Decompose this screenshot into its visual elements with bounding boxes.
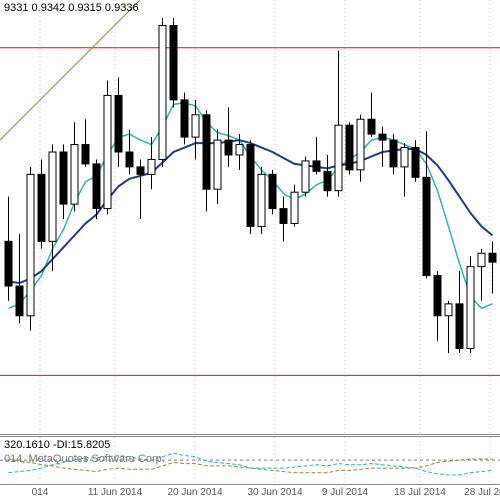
x-tick-label: 30 Jun 2014: [247, 487, 302, 498]
x-tick-label: 9 Jul 2014: [322, 487, 368, 498]
price-header: 9331 0.9342 0.9315 0.9336: [4, 2, 139, 14]
x-tick-label: 014: [32, 487, 49, 498]
indicator-panel[interactable]: 320.1610 -DI:15.8205 014, MetaQuotes Sof…: [0, 436, 500, 501]
main-chart-svg: [0, 0, 500, 435]
main-chart[interactable]: 9331 0.9342 0.9315 0.9336: [0, 0, 500, 435]
x-tick-label: 20 Jun 2014: [167, 487, 222, 498]
x-axis: 014 11 Jun 2014 20 Jun 2014 30 Jun 2014 9 Ju…: [0, 485, 500, 501]
x-tick-label: 28 Jul 2014: [464, 487, 500, 498]
indicator-header: 320.1610 -DI:15.8205: [4, 439, 110, 451]
copyright-text: 014, MetaQuotes Software Corp.: [4, 453, 165, 465]
x-tick-label: 18 Jul 2014: [394, 487, 446, 498]
x-tick-label: 11 Jun 2014: [88, 487, 142, 498]
